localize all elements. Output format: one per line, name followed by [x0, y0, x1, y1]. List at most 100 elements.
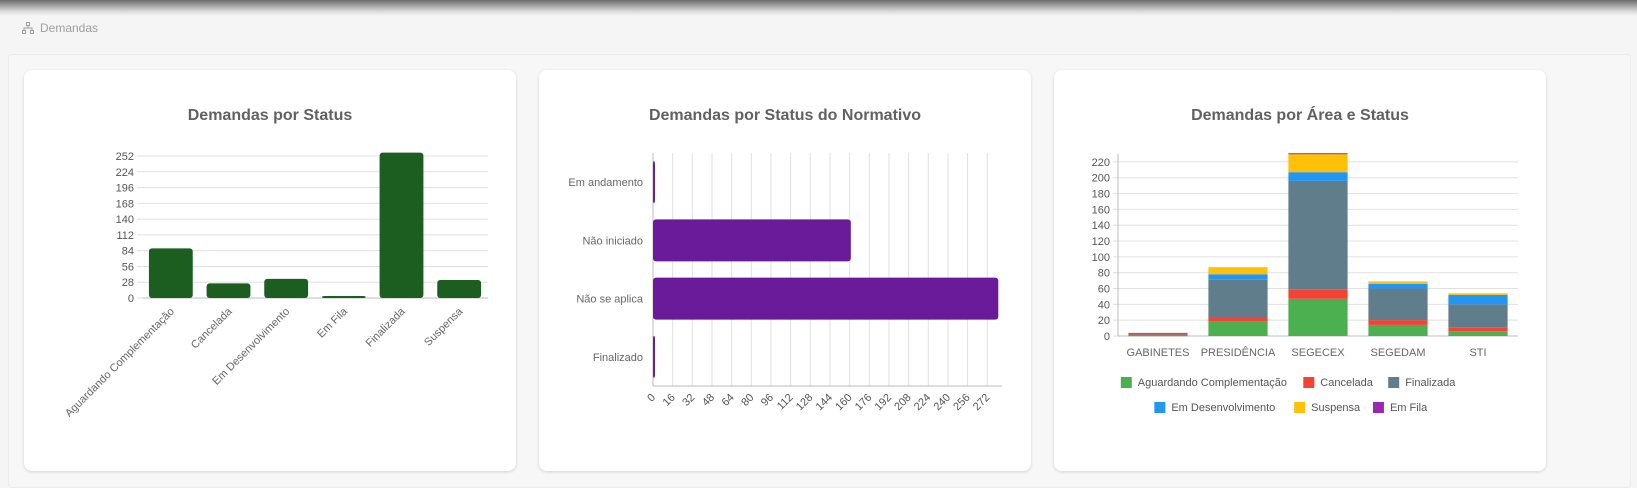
status-bar-chart: Demandas por Status 0 28 56 84 112 140 168 196 2… — [63, 107, 488, 420]
stacked-bar-segment[interactable] — [1368, 283, 1428, 289]
stacked-bar-segment[interactable] — [1368, 288, 1428, 321]
y-tick-label: 160 — [1092, 204, 1110, 216]
bar[interactable] — [321, 296, 366, 298]
y-tick-label: 200 — [1092, 173, 1110, 185]
stacked-bar-segment[interactable] — [1208, 274, 1268, 280]
stacked-bar-segment[interactable] — [1128, 334, 1188, 336]
y-tick-label: 60 — [1098, 284, 1110, 296]
bar[interactable] — [379, 152, 424, 298]
y-tick-label: 56 — [122, 261, 134, 273]
chart-card-area-status: Demandas por Área e Status 0 20 40 60 80 100 1… — [1054, 70, 1546, 471]
bar[interactable] — [264, 278, 309, 298]
stacked-bar-segment[interactable] — [1288, 289, 1348, 299]
y-tick-label: 0 — [128, 293, 134, 305]
breadcrumb-label[interactable]: Demandas — [40, 21, 99, 35]
y-tick-label: 112 — [116, 230, 134, 242]
top-shadow-bar — [0, 0, 1637, 16]
stacked-bar-segment[interactable] — [1448, 331, 1508, 336]
y-tick-label: 224 — [116, 167, 134, 179]
x-tick-label: 256 — [951, 392, 972, 413]
bar[interactable] — [653, 335, 655, 378]
legend-label: Em Desenvolvimento — [1171, 402, 1275, 414]
bar[interactable] — [148, 248, 193, 298]
x-tick-label: 32 — [680, 392, 697, 409]
stacked-bar-segment[interactable] — [1288, 154, 1348, 173]
y-tick-label: 140 — [1092, 220, 1110, 232]
legend-swatch — [1294, 402, 1306, 413]
legend-label: Cancelada — [1320, 377, 1373, 389]
y-tick-label: Finalizado — [593, 352, 643, 364]
y-tick-label: Não iniciado — [582, 235, 643, 247]
x-tick-label: 112 — [775, 392, 796, 413]
normativo-bar-chart: Demandas por Status do Normativo 0 16 32 48… — [568, 107, 1002, 413]
x-tick-label: 64 — [720, 392, 737, 409]
x-tick-label: SEGEDAM — [1370, 347, 1425, 359]
x-tick-label: Suspensa — [422, 305, 466, 349]
stacked-bar-segment[interactable] — [1208, 317, 1268, 322]
chart-card-status: Demandas por Status 0 28 56 84 112 140 168 196 2… — [24, 70, 516, 471]
y-tick-label: 196 — [116, 183, 134, 195]
bar[interactable] — [653, 277, 999, 320]
area-status-stacked-chart: Demandas por Área e Status 0 20 40 60 80 100 1… — [1092, 105, 1518, 414]
chart-card-normativo: Demandas por Status do Normativo 0 16 32 48… — [539, 70, 1031, 471]
x-tick-label: 272 — [971, 392, 992, 413]
stacked-bar-segment[interactable] — [1288, 298, 1348, 336]
x-tick-label: 240 — [932, 392, 953, 413]
legend-swatch — [1372, 402, 1384, 413]
x-tick-label: 96 — [759, 392, 776, 409]
y-tick-label: 84 — [122, 246, 134, 258]
legend-swatch — [1120, 377, 1132, 388]
stacked-bar-segment[interactable] — [1448, 304, 1508, 328]
x-tick-label: 192 — [873, 392, 894, 413]
stacked-bar-segment[interactable] — [1368, 281, 1428, 284]
x-tick-label: 16 — [661, 392, 678, 409]
stacked-bar-segment[interactable] — [1368, 320, 1428, 325]
y-tick-label: 20 — [1098, 315, 1110, 327]
y-tick-label: 100 — [1092, 252, 1110, 264]
bar[interactable] — [206, 283, 251, 298]
x-tick-label: 224 — [912, 392, 933, 413]
y-tick-label: 80 — [1098, 268, 1110, 280]
breadcrumb: Demandas — [22, 20, 98, 36]
legend-swatch — [1388, 377, 1400, 388]
stacked-bar-segment[interactable] — [1448, 294, 1508, 305]
stacked-bar-segment[interactable] — [1288, 172, 1348, 181]
bar[interactable] — [653, 219, 851, 262]
legend-label: Aguardando Complementação — [1138, 377, 1287, 389]
x-tick-label: 0 — [645, 392, 658, 405]
y-tick-label: 28 — [122, 277, 134, 289]
x-tick-label: GABINETES — [1127, 347, 1190, 359]
stacked-bar-segment[interactable] — [1448, 327, 1508, 332]
x-tick-label: SEGECEX — [1291, 347, 1345, 359]
y-tick-label: Não se aplica — [576, 294, 644, 306]
y-tick-label: 0 — [1104, 331, 1110, 343]
legend-label: Suspensa — [1311, 402, 1361, 414]
stacked-bar-segment[interactable] — [1208, 279, 1268, 318]
x-tick-label: Aguardando Complementação — [63, 306, 177, 420]
stacked-bar-segment[interactable] — [1128, 332, 1188, 335]
bar[interactable] — [653, 161, 655, 204]
chart-title: Demandas por Área e Status — [1191, 105, 1409, 124]
stacked-bar-segment[interactable] — [1448, 293, 1508, 295]
chart-title: Demandas por Status do Normativo — [649, 107, 921, 124]
stacked-bar-segment[interactable] — [1288, 180, 1348, 290]
x-tick-label: Em Fila — [315, 305, 350, 340]
stacked-bar-segment[interactable] — [1208, 267, 1268, 275]
legend-label: Finalizada — [1405, 377, 1456, 389]
x-tick-label: 144 — [814, 392, 835, 413]
y-tick-label: 120 — [1092, 236, 1110, 248]
stacked-bar-segment[interactable] — [1208, 321, 1268, 336]
x-tick-label: Finalizada — [364, 305, 409, 350]
x-tick-label: 160 — [833, 392, 854, 413]
sitemap-icon — [22, 22, 34, 34]
x-tick-label: Cancelada — [189, 305, 235, 351]
bar[interactable] — [437, 279, 482, 298]
y-tick-label: 252 — [116, 151, 134, 163]
y-tick-label: 168 — [116, 198, 134, 210]
y-tick-label: Em andamento — [568, 177, 643, 189]
y-tick-label: 220 — [1092, 157, 1110, 169]
stacked-bar-segment[interactable] — [1288, 153, 1348, 155]
stacked-bar-segment[interactable] — [1128, 335, 1188, 337]
x-tick-label: 80 — [739, 392, 756, 409]
stacked-bar-segment[interactable] — [1368, 324, 1428, 336]
